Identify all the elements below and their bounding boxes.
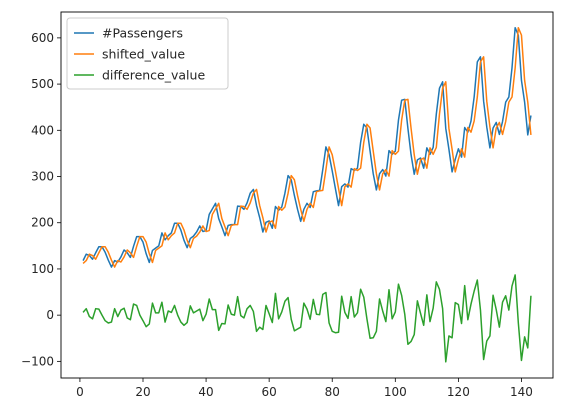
- x-tick-label: 0: [76, 385, 84, 399]
- legend-label-0: #Passengers: [102, 26, 183, 41]
- x-tick-label: 80: [325, 385, 340, 399]
- x-tick-label: 40: [198, 385, 213, 399]
- legend: #Passengers shifted_value difference_value: [66, 17, 229, 90]
- y-tick-label: 300: [31, 170, 54, 184]
- series-line-2: [82, 274, 532, 363]
- x-tick-label: 140: [510, 385, 533, 399]
- x-tick-label: 60: [262, 385, 277, 399]
- y-tick-label: −100: [21, 354, 54, 368]
- y-tick-label: 200: [31, 216, 54, 230]
- x-axis: 0 20 40 60 80 100 120 140: [76, 378, 533, 399]
- y-tick-label: 600: [31, 31, 54, 45]
- y-tick-label: 500: [31, 77, 54, 91]
- legend-label-1: shifted_value: [102, 47, 185, 62]
- x-tick-label: 120: [447, 385, 470, 399]
- y-tick-label: 100: [31, 262, 54, 276]
- series-line-1: [82, 26, 532, 268]
- legend-box: [66, 17, 229, 90]
- legend-label-2: difference_value: [102, 68, 205, 83]
- plot-frame: [60, 11, 554, 379]
- series-line-0: [82, 26, 532, 268]
- x-tick-label: 100: [384, 385, 407, 399]
- y-tick-label: 400: [31, 123, 54, 137]
- x-tick-label: 20: [135, 385, 150, 399]
- y-axis: −100 0 100 200 300 400 500 600: [21, 31, 61, 368]
- series-lines: [82, 26, 532, 363]
- y-tick-label: 0: [46, 308, 54, 322]
